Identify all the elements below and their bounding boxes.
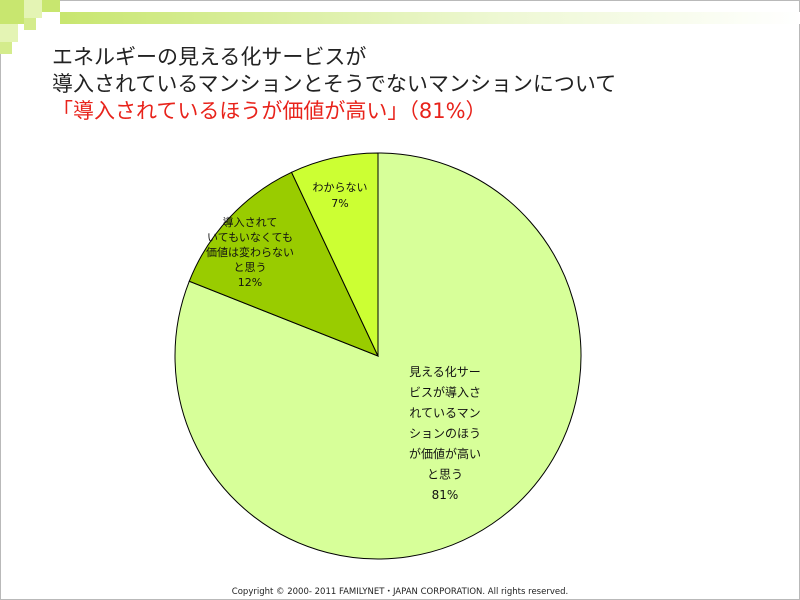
title-line-3: 「導入されているほうが価値が高い」（81%） [52, 98, 616, 125]
deco-square [0, 42, 12, 54]
pie-slice [290, 152, 379, 357]
slice-label: と思う [427, 468, 463, 482]
slice-label: が価値が高い [409, 446, 481, 461]
title-line-1: エネルギーの見える化サービスが [52, 45, 367, 69]
slide-title: エネルギーの見える化サービスが 導入されているマンションとそうでないマンションに… [52, 44, 616, 125]
slice-label: わからない [313, 181, 368, 194]
slice-label: 導入されて [223, 215, 278, 229]
slice-label: れているマン [409, 406, 480, 420]
slice-value-label: 12% [238, 276, 262, 289]
slice-label: 価値は変わらない [206, 245, 294, 259]
deco-bar [60, 12, 800, 24]
title-highlight: 「導入されているほうが価値が高い」 [52, 99, 409, 123]
deco-square [24, 0, 42, 18]
deco-square [0, 0, 24, 24]
deco-square [24, 18, 36, 30]
pie-slice [188, 171, 379, 357]
deco-square [42, 0, 60, 12]
deco-square [0, 24, 18, 42]
slice-label: いてもいなくても [207, 231, 293, 244]
copyright-footer: Copyright © 2000- 2011 FAMILYNET・JAPAN C… [231, 587, 569, 597]
slice-value-label: 81% [432, 488, 459, 502]
title-highlight-suffix: （81%） [408, 99, 487, 123]
slice-label: ビスが導入さ [409, 385, 481, 400]
slice-label: ションのほう [409, 427, 481, 441]
slice-value-label: 7% [331, 197, 348, 210]
slice-label: と思う [234, 261, 267, 274]
title-line-2: 導入されているマンションとそうでないマンションについて [52, 72, 617, 96]
slice-label: 見える化サー [409, 365, 481, 379]
